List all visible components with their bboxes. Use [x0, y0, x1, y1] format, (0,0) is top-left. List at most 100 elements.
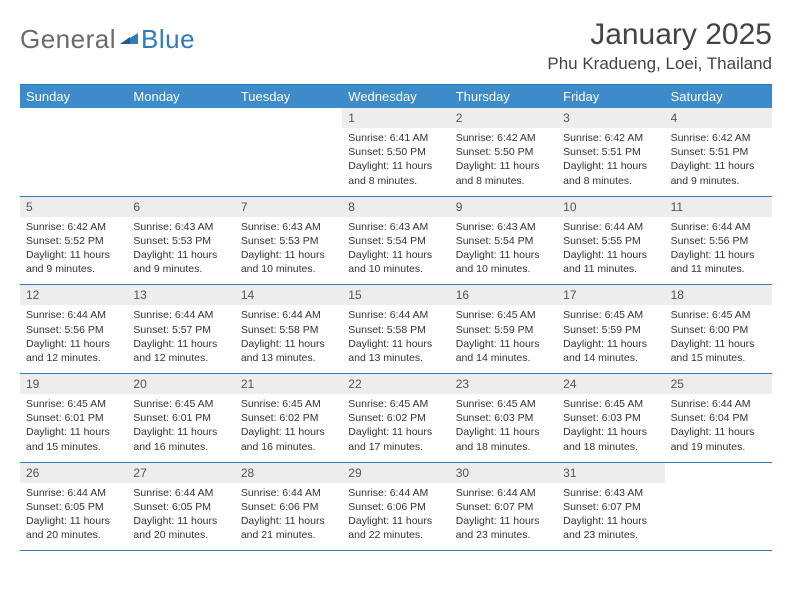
day-number: 18: [665, 285, 772, 305]
day-body: Sunrise: 6:43 AMSunset: 5:54 PMDaylight:…: [450, 217, 557, 285]
day-body: Sunrise: 6:42 AMSunset: 5:50 PMDaylight:…: [450, 128, 557, 196]
day-number: 31: [557, 463, 664, 483]
weekday-row: SundayMondayTuesdayWednesdayThursdayFrid…: [20, 85, 772, 108]
day-number: 15: [342, 285, 449, 305]
daynum-row: 567891011: [20, 197, 772, 217]
day-number: 1: [342, 108, 449, 128]
calendar-week: 567891011Sunrise: 6:42 AMSunset: 5:52 PM…: [20, 197, 772, 286]
weekday-header: Sunday: [20, 85, 127, 108]
day-body: [665, 483, 772, 551]
day-number: [665, 463, 772, 483]
day-number: 10: [557, 197, 664, 217]
day-number: 28: [235, 463, 342, 483]
day-number: 6: [127, 197, 234, 217]
day-body: Sunrise: 6:44 AMSunset: 6:05 PMDaylight:…: [20, 483, 127, 551]
daynum-row: 12131415161718: [20, 285, 772, 305]
day-number: 29: [342, 463, 449, 483]
day-body: Sunrise: 6:44 AMSunset: 5:56 PMDaylight:…: [665, 217, 772, 285]
day-body-row: Sunrise: 6:45 AMSunset: 6:01 PMDaylight:…: [20, 394, 772, 462]
day-number: [20, 108, 127, 128]
day-body-row: Sunrise: 6:44 AMSunset: 6:05 PMDaylight:…: [20, 483, 772, 551]
day-number: 9: [450, 197, 557, 217]
title-block: January 2025 Phu Kradueng, Loei, Thailan…: [547, 18, 772, 74]
day-number: 8: [342, 197, 449, 217]
calendar-week: 262728293031Sunrise: 6:44 AMSunset: 6:05…: [20, 463, 772, 552]
logo-mark-icon: [118, 26, 140, 53]
day-number: 2: [450, 108, 557, 128]
day-body: Sunrise: 6:44 AMSunset: 6:06 PMDaylight:…: [342, 483, 449, 551]
day-body: Sunrise: 6:44 AMSunset: 6:04 PMDaylight:…: [665, 394, 772, 462]
day-body: Sunrise: 6:45 AMSunset: 6:00 PMDaylight:…: [665, 305, 772, 373]
weekday-header: Wednesday: [342, 85, 449, 108]
calendar-week: 12131415161718Sunrise: 6:44 AMSunset: 5:…: [20, 285, 772, 374]
logo: General Blue: [20, 18, 195, 55]
day-body-row: Sunrise: 6:42 AMSunset: 5:52 PMDaylight:…: [20, 217, 772, 285]
weekday-header: Monday: [127, 85, 234, 108]
day-body: Sunrise: 6:45 AMSunset: 6:03 PMDaylight:…: [557, 394, 664, 462]
day-body: Sunrise: 6:45 AMSunset: 6:01 PMDaylight:…: [127, 394, 234, 462]
day-body: Sunrise: 6:42 AMSunset: 5:52 PMDaylight:…: [20, 217, 127, 285]
day-body: Sunrise: 6:43 AMSunset: 6:07 PMDaylight:…: [557, 483, 664, 551]
day-number: 17: [557, 285, 664, 305]
day-body: Sunrise: 6:44 AMSunset: 6:06 PMDaylight:…: [235, 483, 342, 551]
day-number: 20: [127, 374, 234, 394]
day-body: Sunrise: 6:44 AMSunset: 6:07 PMDaylight:…: [450, 483, 557, 551]
day-number: 24: [557, 374, 664, 394]
weekday-header: Tuesday: [235, 85, 342, 108]
day-body: Sunrise: 6:44 AMSunset: 5:57 PMDaylight:…: [127, 305, 234, 373]
day-number: 7: [235, 197, 342, 217]
header: General Blue January 2025 Phu Kradueng, …: [20, 18, 772, 74]
day-body: Sunrise: 6:44 AMSunset: 5:55 PMDaylight:…: [557, 217, 664, 285]
day-body: [127, 128, 234, 196]
day-number: [127, 108, 234, 128]
weekday-header: Friday: [557, 85, 664, 108]
day-body-row: Sunrise: 6:44 AMSunset: 5:56 PMDaylight:…: [20, 305, 772, 373]
day-body: Sunrise: 6:45 AMSunset: 6:02 PMDaylight:…: [342, 394, 449, 462]
day-body: Sunrise: 6:45 AMSunset: 6:03 PMDaylight:…: [450, 394, 557, 462]
day-body: Sunrise: 6:42 AMSunset: 5:51 PMDaylight:…: [557, 128, 664, 196]
daynum-row: 262728293031: [20, 463, 772, 483]
logo-text-a: General: [20, 24, 116, 55]
day-number: 11: [665, 197, 772, 217]
day-number: 14: [235, 285, 342, 305]
calendar: SundayMondayTuesdayWednesdayThursdayFrid…: [20, 84, 772, 551]
day-body: Sunrise: 6:44 AMSunset: 5:56 PMDaylight:…: [20, 305, 127, 373]
daynum-row: 1234: [20, 108, 772, 128]
day-number: 23: [450, 374, 557, 394]
day-number: 5: [20, 197, 127, 217]
day-number: [235, 108, 342, 128]
day-number: 4: [665, 108, 772, 128]
location-text: Phu Kradueng, Loei, Thailand: [547, 54, 772, 74]
day-number: 30: [450, 463, 557, 483]
calendar-week: 19202122232425Sunrise: 6:45 AMSunset: 6:…: [20, 374, 772, 463]
day-body: Sunrise: 6:44 AMSunset: 5:58 PMDaylight:…: [342, 305, 449, 373]
day-number: 13: [127, 285, 234, 305]
day-body: [20, 128, 127, 196]
day-number: 27: [127, 463, 234, 483]
day-body: Sunrise: 6:43 AMSunset: 5:53 PMDaylight:…: [127, 217, 234, 285]
day-number: 3: [557, 108, 664, 128]
day-number: 25: [665, 374, 772, 394]
day-number: 16: [450, 285, 557, 305]
day-body: [235, 128, 342, 196]
day-number: 22: [342, 374, 449, 394]
day-body: Sunrise: 6:44 AMSunset: 6:05 PMDaylight:…: [127, 483, 234, 551]
day-body: Sunrise: 6:42 AMSunset: 5:51 PMDaylight:…: [665, 128, 772, 196]
logo-text-b: Blue: [141, 24, 195, 55]
day-number: 21: [235, 374, 342, 394]
day-body: Sunrise: 6:41 AMSunset: 5:50 PMDaylight:…: [342, 128, 449, 196]
calendar-week: 1234Sunrise: 6:41 AMSunset: 5:50 PMDayli…: [20, 108, 772, 197]
day-number: 19: [20, 374, 127, 394]
day-body: Sunrise: 6:45 AMSunset: 6:01 PMDaylight:…: [20, 394, 127, 462]
day-body: Sunrise: 6:45 AMSunset: 5:59 PMDaylight:…: [450, 305, 557, 373]
page-title: January 2025: [547, 18, 772, 52]
daynum-row: 19202122232425: [20, 374, 772, 394]
day-body-row: Sunrise: 6:41 AMSunset: 5:50 PMDaylight:…: [20, 128, 772, 196]
day-body: Sunrise: 6:45 AMSunset: 5:59 PMDaylight:…: [557, 305, 664, 373]
day-number: 26: [20, 463, 127, 483]
day-body: Sunrise: 6:45 AMSunset: 6:02 PMDaylight:…: [235, 394, 342, 462]
weekday-header: Thursday: [450, 85, 557, 108]
day-body: Sunrise: 6:44 AMSunset: 5:58 PMDaylight:…: [235, 305, 342, 373]
day-body: Sunrise: 6:43 AMSunset: 5:54 PMDaylight:…: [342, 217, 449, 285]
weekday-header: Saturday: [665, 85, 772, 108]
